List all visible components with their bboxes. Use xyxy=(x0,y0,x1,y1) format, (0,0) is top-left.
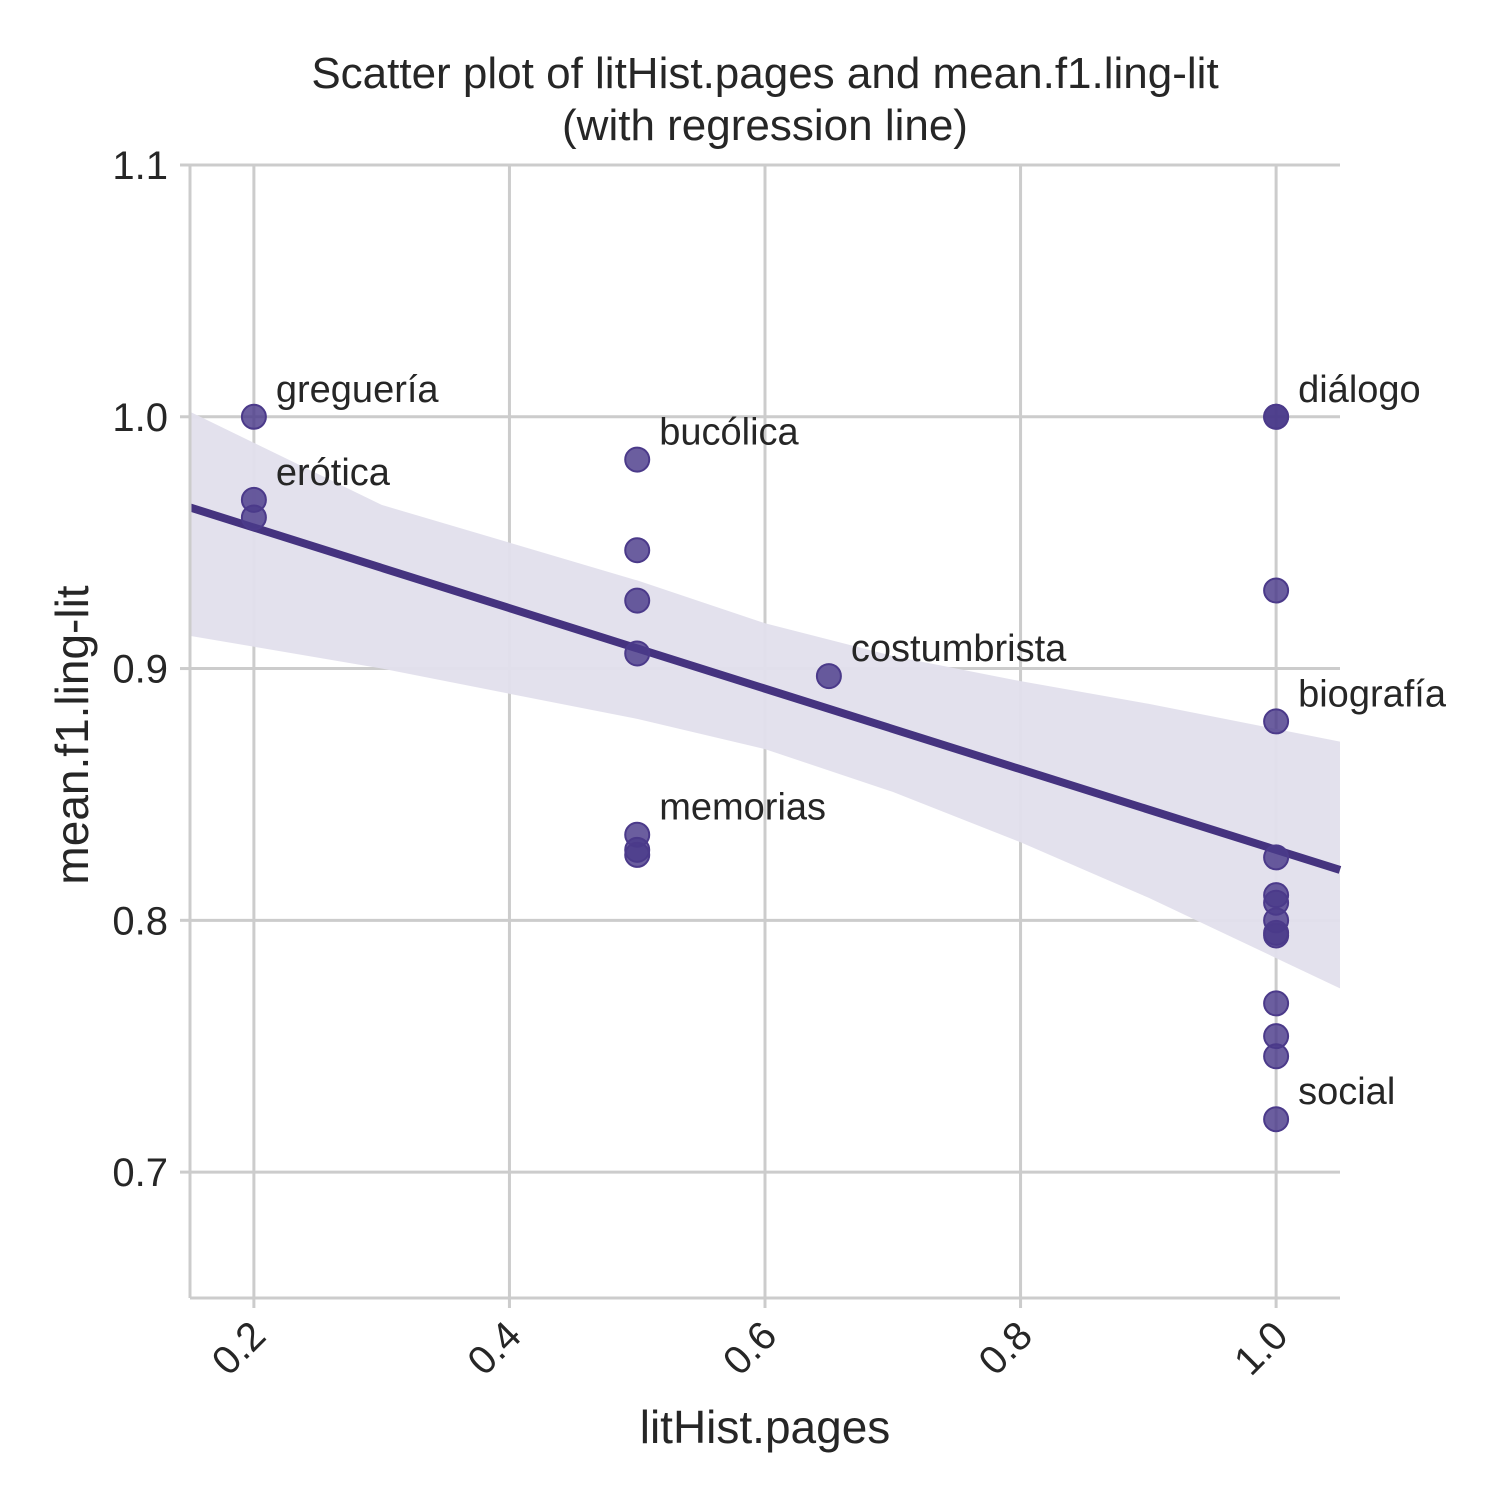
data-point xyxy=(1263,403,1290,430)
y-axis-label: mean.f1.ling-lit xyxy=(46,585,98,884)
y-tick-label: 1.1 xyxy=(112,144,168,188)
point-annotation: memorias xyxy=(659,787,826,829)
data-point xyxy=(1263,922,1290,949)
x-tick-label: 0.8 xyxy=(970,1313,1040,1383)
y-tick-label: 0.8 xyxy=(112,899,168,943)
confidence-band xyxy=(190,411,1340,989)
point-annotation: erótica xyxy=(276,452,391,494)
y-tick-label: 0.7 xyxy=(112,1151,168,1195)
data-point xyxy=(624,537,651,564)
point-annotation: costumbrista xyxy=(851,628,1067,670)
data-point xyxy=(1263,1106,1290,1133)
chart-title: Scatter plot of litHist.pages and mean.f… xyxy=(311,49,1218,98)
chart-subtitle: (with regression line) xyxy=(562,101,968,150)
point-annotation: biografía xyxy=(1298,673,1447,715)
x-axis-label: litHist.pages xyxy=(640,1401,891,1453)
x-tick-label: 1.0 xyxy=(1226,1313,1296,1383)
x-tick-label: 0.2 xyxy=(204,1313,274,1383)
y-tick-label: 0.9 xyxy=(112,648,168,692)
data-point xyxy=(1263,577,1290,604)
data-point xyxy=(240,403,267,430)
data-point xyxy=(240,504,267,531)
x-tick-label: 0.6 xyxy=(715,1313,785,1383)
data-point xyxy=(1263,708,1290,735)
axes xyxy=(188,165,1340,1300)
point-annotation: social xyxy=(1298,1071,1395,1113)
point-annotation: bucólica xyxy=(659,412,799,454)
point-annotations: greguería erótica bucólica costumbrista memo… xyxy=(276,369,1447,1113)
data-point xyxy=(624,640,651,667)
x-tick-label: 0.4 xyxy=(459,1313,529,1383)
regression-line-group xyxy=(188,503,1342,874)
confidence-band-area xyxy=(190,411,1340,989)
data-point xyxy=(1263,990,1290,1017)
data-point xyxy=(1263,1043,1290,1070)
regression-line xyxy=(188,503,1342,874)
point-annotation: diálogo xyxy=(1298,369,1421,411)
data-point xyxy=(624,841,651,868)
data-point xyxy=(815,663,842,690)
data-point xyxy=(624,587,651,614)
data-point xyxy=(624,446,651,473)
y-tick-label: 1.0 xyxy=(112,396,168,440)
data-point xyxy=(1263,844,1290,871)
point-annotation: greguería xyxy=(276,369,440,411)
data-points xyxy=(240,403,1290,1133)
